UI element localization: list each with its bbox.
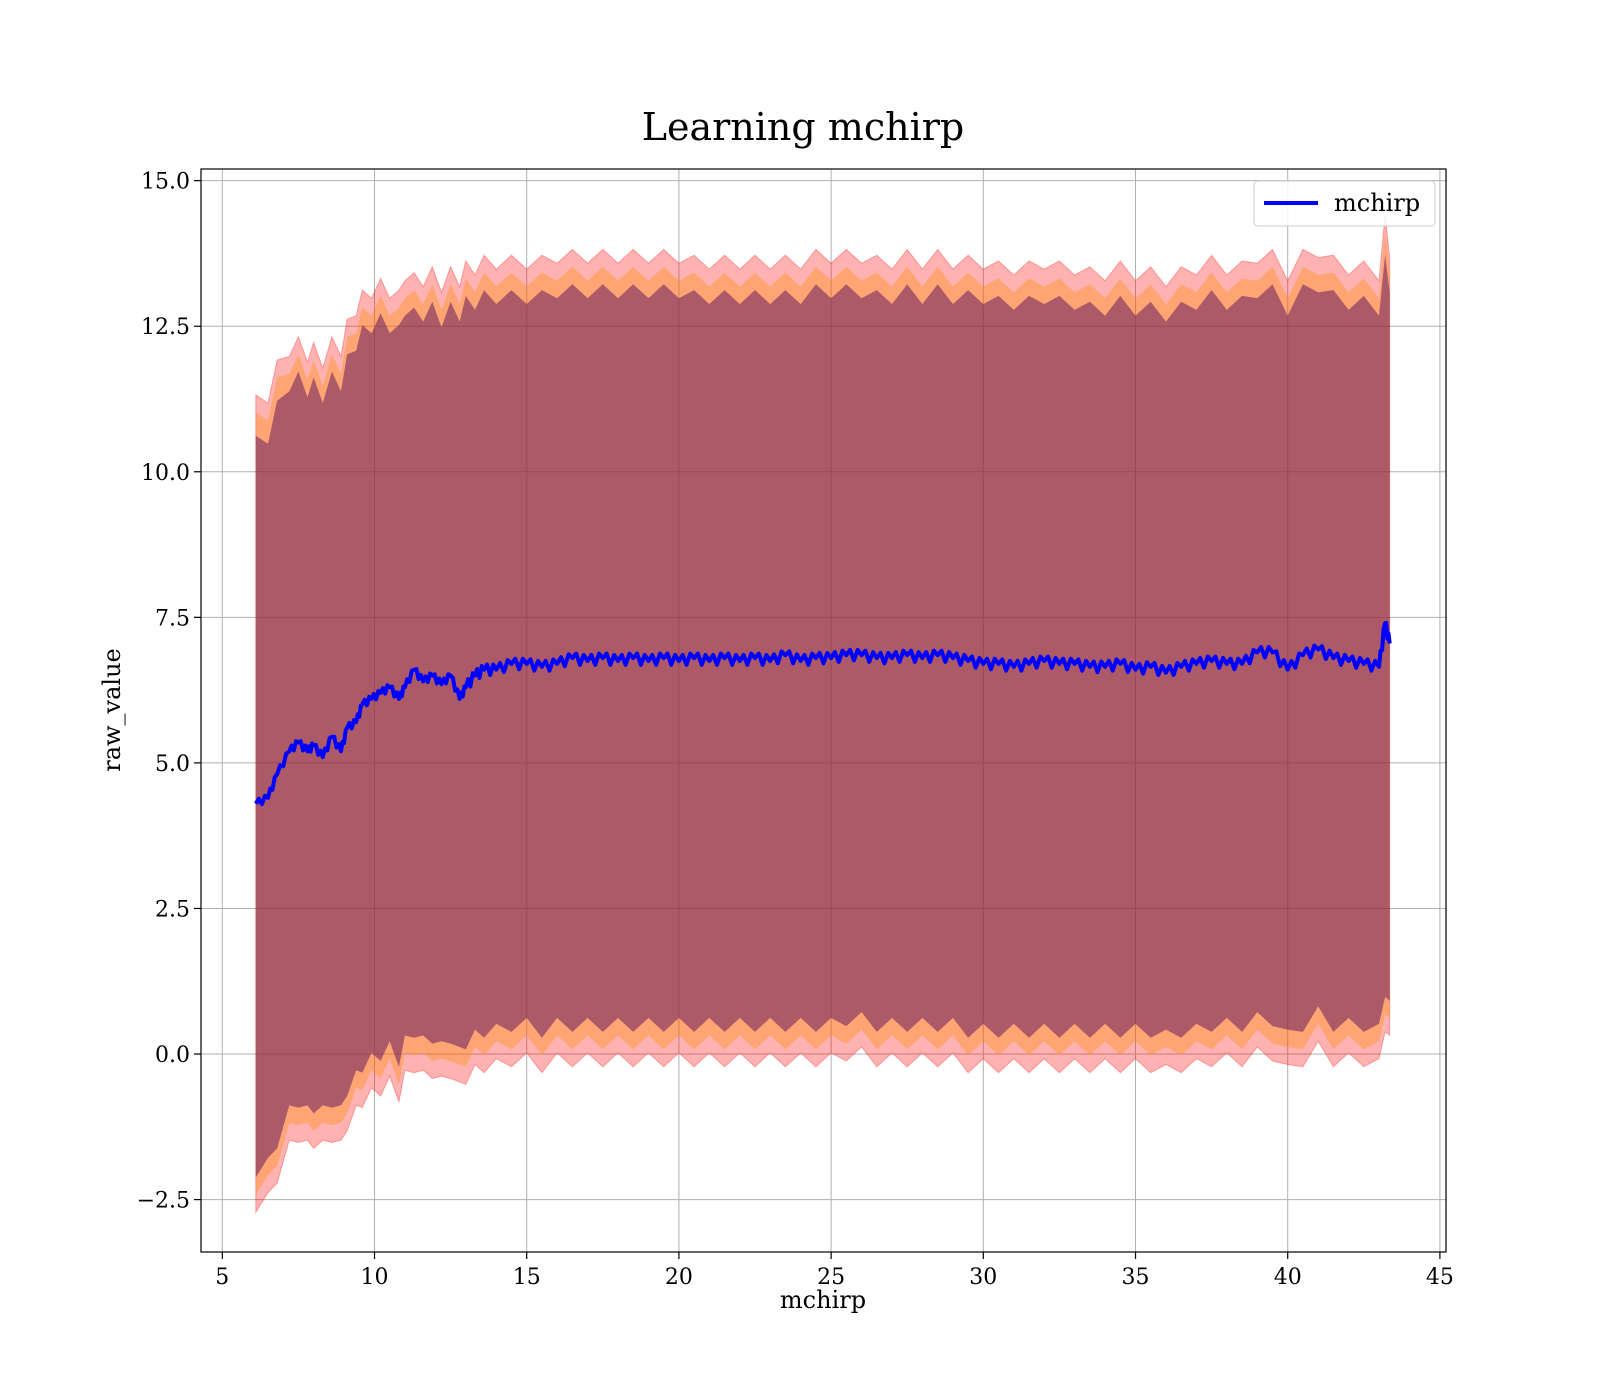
x-axis-label: mchirp <box>780 1286 866 1314</box>
x-tick-label: 45 <box>1426 1265 1454 1290</box>
legend-box <box>1253 180 1436 227</box>
y-axis: −2.5 0.0 2.5 5.0 7.5 10.0 12.5 15.0 <box>137 170 201 1214</box>
y-tick-label: 15.0 <box>141 170 190 195</box>
band-mid <box>255 231 1390 1195</box>
x-tick-label: 35 <box>1122 1265 1150 1290</box>
y-tick-label: 12.5 <box>141 315 190 340</box>
confidence-bands <box>255 214 1391 1215</box>
x-axis: 5 10 15 20 25 30 35 40 45 <box>215 1252 1454 1290</box>
x-tick-label: 10 <box>361 1265 389 1290</box>
x-tick-label: 40 <box>1274 1265 1302 1290</box>
series-line-mchirp <box>254 621 1392 807</box>
y-tick-label: 10.0 <box>141 461 190 486</box>
grid <box>201 169 1446 1252</box>
x-tick-label: 5 <box>215 1265 229 1290</box>
x-tick-label: 25 <box>817 1265 845 1290</box>
band-core <box>255 255 1390 1178</box>
band-outer <box>255 214 1391 1215</box>
y-tick-label: −2.5 <box>137 1189 190 1214</box>
y-tick-label: 2.5 <box>155 897 190 922</box>
y-tick-label: 0.0 <box>155 1043 190 1068</box>
band-inner <box>255 255 1390 1178</box>
legend: mchirp <box>1253 180 1436 227</box>
y-tick-label: 7.5 <box>155 606 190 631</box>
plot-frame <box>200 168 1447 1253</box>
x-tick-label: 20 <box>665 1265 693 1290</box>
x-tick-label: 30 <box>969 1265 997 1290</box>
y-tick-label: 5.0 <box>155 752 190 777</box>
chart-title: Learning mchirp <box>642 105 964 149</box>
legend-label-mchirp: mchirp <box>1334 189 1420 217</box>
y-axis-label: raw_value <box>98 648 126 772</box>
x-tick-label: 15 <box>513 1265 541 1290</box>
